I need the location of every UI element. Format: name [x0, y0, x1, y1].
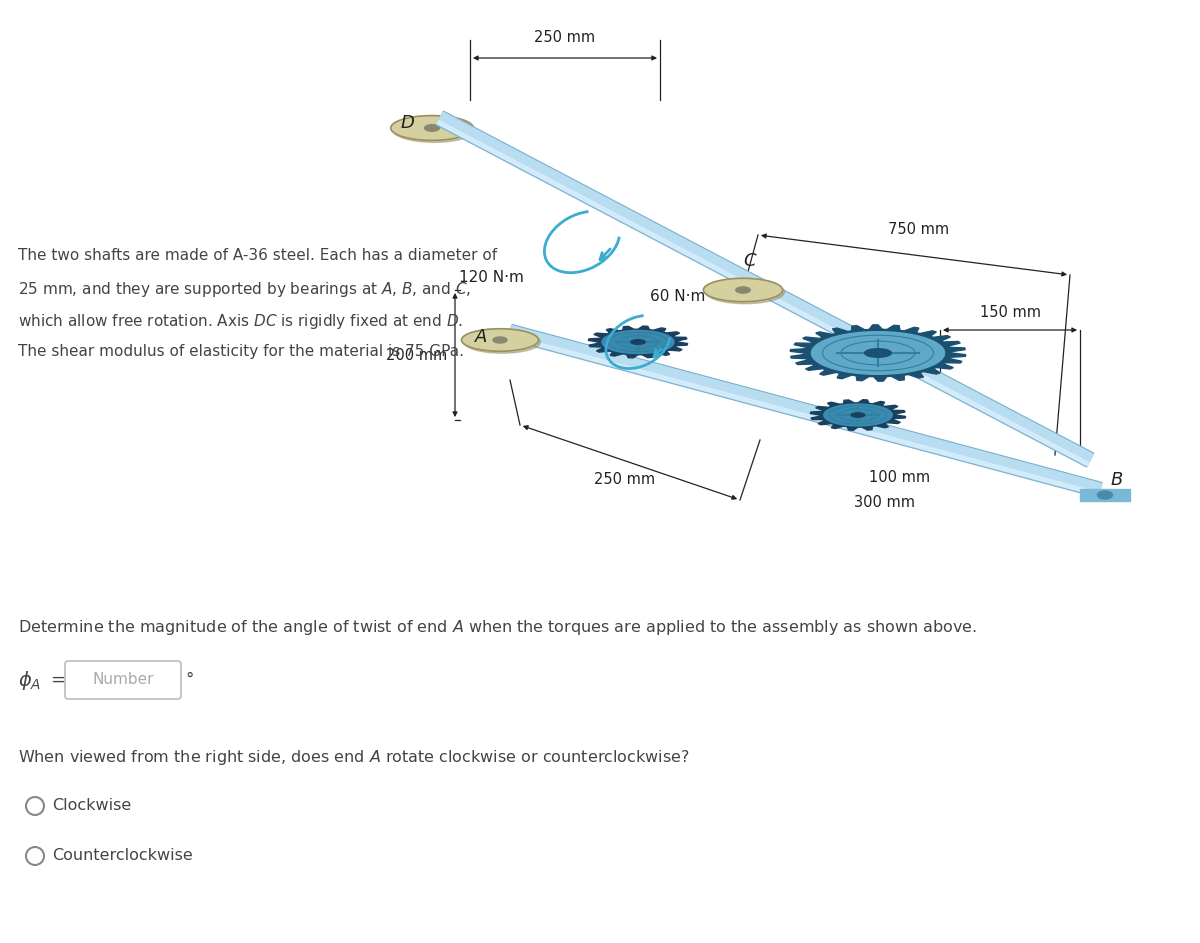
- Ellipse shape: [703, 278, 782, 302]
- Polygon shape: [865, 349, 892, 357]
- Text: °: °: [185, 671, 193, 689]
- Text: 120 N·m: 120 N·m: [460, 270, 524, 285]
- Polygon shape: [602, 330, 674, 354]
- Text: 150 mm: 150 mm: [979, 305, 1040, 320]
- Text: which allow free rotation. Axis $DC$ is rigidly fixed at end $D$.: which allow free rotation. Axis $DC$ is …: [18, 312, 463, 331]
- Ellipse shape: [392, 118, 475, 142]
- Polygon shape: [824, 404, 893, 426]
- Ellipse shape: [1098, 491, 1112, 499]
- Ellipse shape: [706, 280, 785, 304]
- Text: The shear modulus of elasticity for the material is 75 GPa.: The shear modulus of elasticity for the …: [18, 344, 464, 359]
- Polygon shape: [437, 111, 1093, 467]
- Ellipse shape: [462, 329, 539, 351]
- Polygon shape: [437, 121, 1088, 465]
- Text: When viewed from the right side, does end $A$ rotate clockwise or counterclockwi: When viewed from the right side, does en…: [18, 748, 690, 767]
- Polygon shape: [790, 324, 966, 381]
- Text: Clockwise: Clockwise: [52, 799, 131, 814]
- Text: 100 mm: 100 mm: [870, 470, 930, 485]
- Polygon shape: [509, 325, 1102, 496]
- Text: Counterclockwise: Counterclockwise: [52, 849, 193, 864]
- FancyBboxPatch shape: [65, 661, 181, 699]
- Polygon shape: [588, 326, 688, 358]
- Text: The two shafts are made of A-36 steel. Each has a diameter of: The two shafts are made of A-36 steel. E…: [18, 248, 497, 263]
- Polygon shape: [509, 335, 1099, 496]
- Ellipse shape: [463, 331, 540, 354]
- Text: $B$: $B$: [1110, 471, 1123, 489]
- Polygon shape: [437, 112, 1093, 466]
- Ellipse shape: [391, 116, 473, 141]
- Polygon shape: [508, 324, 1102, 498]
- Ellipse shape: [736, 287, 750, 293]
- Text: 200 mm: 200 mm: [385, 348, 446, 362]
- Text: 750 mm: 750 mm: [888, 222, 949, 237]
- Ellipse shape: [425, 124, 439, 131]
- Polygon shape: [1080, 489, 1130, 501]
- Polygon shape: [851, 413, 865, 417]
- Text: $A$: $A$: [474, 328, 488, 346]
- Text: 25 mm, and they are supported by bearings at $A$, $B$, and $C$,: 25 mm, and they are supported by bearing…: [18, 280, 472, 299]
- Text: 300 mm: 300 mm: [854, 495, 916, 510]
- Text: 250 mm: 250 mm: [534, 30, 595, 45]
- Text: Determine the magnitude of the angle of twist of end $A$ when the torques are ap: Determine the magnitude of the angle of …: [18, 618, 977, 637]
- Text: 60 N·m: 60 N·m: [650, 289, 706, 304]
- Polygon shape: [811, 332, 944, 374]
- Text: $\phi_A$: $\phi_A$: [18, 669, 41, 691]
- Text: $C$: $C$: [743, 252, 757, 270]
- Text: Number: Number: [92, 672, 154, 687]
- Ellipse shape: [493, 337, 508, 343]
- Polygon shape: [631, 339, 646, 344]
- Polygon shape: [810, 400, 906, 430]
- Text: 250 mm: 250 mm: [594, 472, 655, 488]
- Text: =: =: [50, 671, 65, 689]
- Text: $D$: $D$: [400, 114, 415, 132]
